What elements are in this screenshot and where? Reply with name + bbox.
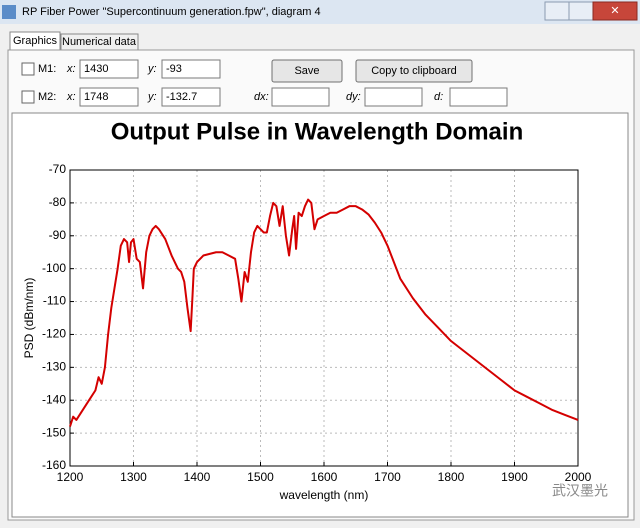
button[interactable] [355, 59, 473, 83]
checkbox[interactable] [21, 62, 35, 76]
text-field[interactable] [449, 87, 508, 107]
chart-panel [11, 112, 629, 518]
field-value: 1748 [84, 91, 108, 103]
checkbox[interactable] [21, 90, 35, 104]
text-field[interactable] [79, 59, 139, 79]
close-button[interactable] [592, 1, 638, 21]
field-value: 1430 [84, 63, 108, 75]
close-icon: ✕ [610, 5, 619, 17]
y-tick-label: -70 [49, 162, 67, 176]
button[interactable] [271, 59, 343, 83]
x-tick-label: 1800 [438, 470, 465, 484]
text-field[interactable] [271, 87, 330, 107]
y-tick-label: -150 [42, 425, 66, 439]
maximize-button[interactable] [568, 1, 594, 21]
watermark: 武汉墨光 [552, 483, 608, 499]
x-tick-label: 1900 [501, 470, 528, 484]
button-label: Save [294, 65, 319, 77]
window-title: RP Fiber Power "Supercontinuum generatio… [22, 6, 321, 18]
y-tick-label: -110 [43, 294, 66, 308]
text-field[interactable] [364, 87, 423, 107]
tab-label: Numerical data [62, 36, 137, 48]
marker-label: M2: [38, 91, 56, 103]
field-value: -132.7 [166, 91, 197, 103]
x-tick-label: 1400 [184, 470, 211, 484]
field-label: d: [434, 91, 443, 103]
x-axis-label: wavelength (nm) [279, 488, 369, 502]
data-line [69, 198, 579, 427]
field-label: dx: [254, 91, 269, 103]
x-tick-label: 2000 [565, 470, 592, 484]
button-label: Copy to clipboard [371, 65, 457, 77]
y-tick-label: -100 [42, 261, 66, 275]
plot-frame [69, 169, 579, 467]
y-tick-label: -120 [42, 327, 66, 341]
y-tick-label: -130 [42, 360, 66, 374]
x-tick-label: 1200 [57, 470, 84, 484]
y-axis-label: PSD (dBm/nm) [22, 278, 36, 359]
chart-title: Output Pulse in Wavelength Domain [111, 118, 523, 145]
app-icon [2, 5, 16, 19]
field-label: y: [147, 91, 157, 103]
y-tick-label: -160 [42, 458, 66, 472]
marker-label: M1: [38, 63, 56, 75]
x-tick-label: 1700 [374, 470, 401, 484]
text-field[interactable] [161, 87, 221, 107]
tab-label: Graphics [13, 35, 58, 47]
field-label: y: [147, 63, 157, 75]
text-field[interactable] [161, 59, 221, 79]
field-label: dy: [346, 91, 361, 103]
minimize-button[interactable] [544, 1, 570, 21]
x-tick-label: 1600 [311, 470, 338, 484]
x-tick-label: 1500 [247, 470, 274, 484]
x-tick-label: 1300 [120, 470, 147, 484]
y-tick-label: -140 [42, 392, 66, 406]
text-field[interactable] [79, 87, 139, 107]
y-tick-label: -90 [49, 228, 67, 242]
y-tick-label: -80 [49, 195, 67, 209]
field-label: x: [66, 91, 76, 103]
title-bar [0, 0, 640, 24]
field-label: x: [66, 63, 76, 75]
field-value: -93 [166, 63, 182, 75]
